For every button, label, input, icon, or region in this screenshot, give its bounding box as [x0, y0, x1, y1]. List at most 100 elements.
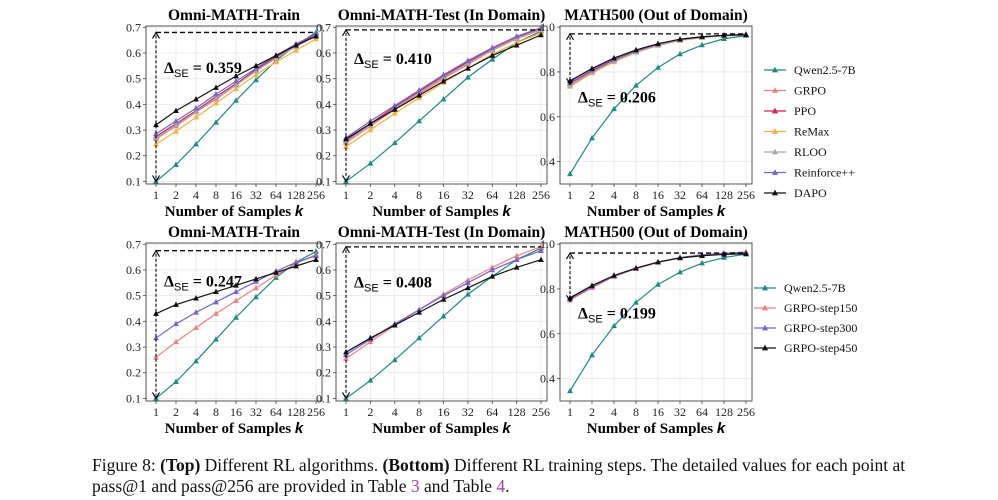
x-axis-label-var: k	[295, 420, 304, 437]
data-point	[655, 258, 661, 265]
data-point	[293, 42, 299, 48]
data-point	[313, 248, 319, 254]
data-point	[440, 292, 447, 298]
legend-bottom: Qwen2.5-7B GRPO-step150 GRPO-step300 GRPO-s…	[754, 281, 857, 355]
x-tick-label: 32	[674, 405, 686, 419]
x-tick-label: 1	[343, 188, 349, 202]
data-point	[273, 269, 279, 275]
plot-area	[336, 26, 547, 184]
caption-table-3-link[interactable]: 3	[410, 476, 420, 496]
y-tick-label: 1.0	[540, 237, 555, 251]
x-tick-label: 1	[153, 405, 159, 419]
delta-subscript: SE	[588, 313, 603, 325]
data-point	[538, 247, 544, 253]
y-tick-label: 0.2	[316, 366, 331, 380]
data-point	[538, 24, 544, 31]
data-point	[611, 322, 617, 329]
data-point	[513, 252, 520, 259]
data-point	[293, 47, 299, 53]
caption-end: .	[505, 476, 510, 496]
x-tick-label: 4	[392, 405, 398, 419]
y-tick-label: 0.3	[316, 340, 331, 354]
x-tick-label: 64	[486, 405, 498, 419]
data-point	[633, 46, 639, 53]
data-point	[193, 324, 199, 331]
data-point	[253, 275, 259, 282]
data-point	[367, 126, 374, 133]
x-axis-label-var: k	[502, 420, 511, 437]
delta-value: = 0.247	[189, 273, 242, 290]
x-tick-label: 8	[416, 405, 422, 419]
y-tick-label: 0.4	[126, 97, 141, 111]
data-point	[367, 334, 374, 341]
annotation-arrowhead	[342, 392, 350, 400]
y-tick-label: 0.2	[126, 366, 141, 380]
data-point	[313, 256, 319, 262]
data-point	[513, 256, 520, 262]
x-tick-label: 256	[737, 188, 755, 202]
data-point	[233, 297, 239, 304]
data-point	[173, 161, 179, 167]
data-point	[253, 293, 259, 300]
data-point	[513, 33, 520, 39]
x-axis-label-var: k	[502, 203, 511, 220]
x-axis-label: Number of Samples k	[372, 420, 511, 437]
y-tick-label: 0.1	[126, 391, 141, 405]
data-point	[440, 71, 447, 78]
x-axis-label-text: Number of Samples	[165, 204, 295, 220]
data-point	[513, 42, 520, 48]
x-axis-label: Number of Samples k	[165, 420, 304, 437]
y-tick-label: 0.6	[540, 327, 555, 341]
x-tick-label: 256	[737, 405, 755, 419]
data-point	[633, 264, 639, 271]
data-point	[173, 378, 179, 384]
data-point	[273, 52, 279, 58]
data-point	[699, 33, 705, 39]
chart-panel-3: ΔSE = 0.206 0.4 0.6 0.8 1.0 1 2 4 8 16 32 64 128 256 M…	[540, 7, 755, 220]
legend-swatch-marker	[761, 304, 769, 311]
delta-subscript: SE	[174, 281, 189, 293]
annotation-arrowhead	[152, 392, 160, 400]
plot-frame	[145, 25, 323, 185]
x-axis-label: Number of Samples k	[587, 203, 726, 220]
x-tick-label: 8	[633, 188, 639, 202]
data-point	[721, 254, 727, 260]
chart-title: Omni-MATH-Train	[168, 224, 300, 241]
data-point	[489, 266, 496, 273]
legend-swatch-marker	[771, 107, 779, 114]
x-axis-label-text: Number of Samples	[587, 421, 717, 437]
x-tick-label: 16	[230, 405, 242, 419]
data-point	[416, 309, 423, 315]
x-tick-label: 64	[696, 405, 708, 419]
annotation-arrowhead	[152, 31, 160, 39]
data-point	[611, 105, 617, 112]
legend-label: GRPO-step150	[784, 301, 857, 315]
caption-top-text: Different RL algorithms.	[204, 455, 379, 475]
data-point	[193, 357, 199, 364]
delta-value: = 0.410	[379, 51, 432, 68]
data-point	[193, 295, 199, 301]
y-tick-label: 0.5	[316, 72, 331, 86]
y-tick-label: 0.6	[540, 110, 555, 124]
chart-panel-2: ΔSE = 0.410 0.1 0.2 0.3 0.4 0.5 0.6 0.7 1 2 4 8 16 32…	[316, 7, 550, 220]
caption-bottom-label: (Bottom)	[382, 455, 450, 475]
data-point	[567, 387, 573, 394]
caption-table-4-link[interactable]: 4	[496, 476, 506, 496]
annotation-delta-label: ΔSE = 0.359	[164, 60, 242, 80]
data-point	[213, 90, 219, 97]
y-tick-label: 0.2	[316, 149, 331, 163]
y-tick-label: 0.3	[316, 123, 331, 137]
data-point	[153, 334, 159, 341]
y-tick-label: 0.7	[126, 20, 141, 34]
x-tick-label: 2	[173, 188, 179, 202]
x-tick-label: 256	[307, 405, 325, 419]
x-tick-label: 32	[674, 188, 686, 202]
annotation-delta-label: ΔSE = 0.410	[354, 51, 432, 71]
data-point	[489, 52, 496, 58]
data-point	[589, 65, 595, 71]
y-tick-label: 0.5	[316, 289, 331, 303]
data-point	[233, 72, 239, 79]
data-point	[416, 334, 423, 341]
x-axis-label: Number of Samples k	[165, 203, 304, 220]
data-point	[173, 117, 179, 124]
